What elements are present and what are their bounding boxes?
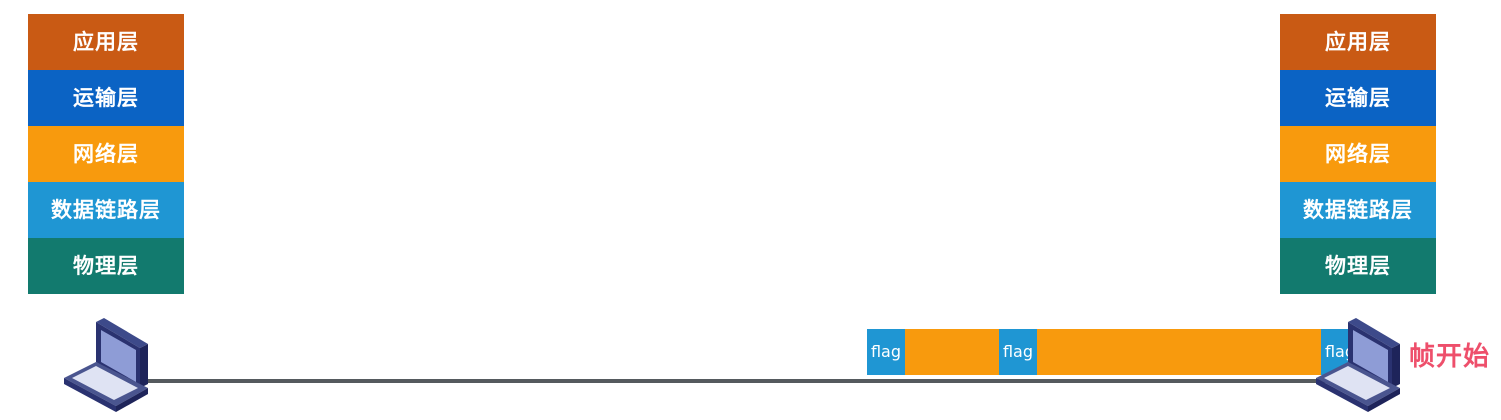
frame-data-segment — [1037, 329, 1321, 375]
layer-network: 网络层 — [1280, 126, 1436, 182]
layer-physical: 物理层 — [1280, 238, 1436, 294]
laptop-icon — [64, 318, 148, 412]
layer-transport: 运输层 — [28, 70, 184, 126]
frame-flag: flag — [867, 329, 905, 375]
frame-start-caption: 帧开始 — [1409, 342, 1491, 372]
layer-data-link: 数据链路层 — [28, 182, 184, 238]
layer-physical: 物理层 — [28, 238, 184, 294]
frame-data-segment — [905, 329, 1001, 375]
layer-data-link: 数据链路层 — [1280, 182, 1436, 238]
layer-application: 应用层 — [28, 14, 184, 70]
frame-flag: flag — [999, 329, 1037, 375]
layer-transport: 运输层 — [1280, 70, 1436, 126]
transmission-link — [110, 379, 1370, 383]
layer-network: 网络层 — [28, 126, 184, 182]
left-protocol-stack: 应用层 运输层 网络层 数据链路层 物理层 — [28, 14, 184, 294]
laptop-icon — [1316, 318, 1400, 412]
layer-application: 应用层 — [1280, 14, 1436, 70]
right-protocol-stack: 应用层 运输层 网络层 数据链路层 物理层 — [1280, 14, 1436, 294]
